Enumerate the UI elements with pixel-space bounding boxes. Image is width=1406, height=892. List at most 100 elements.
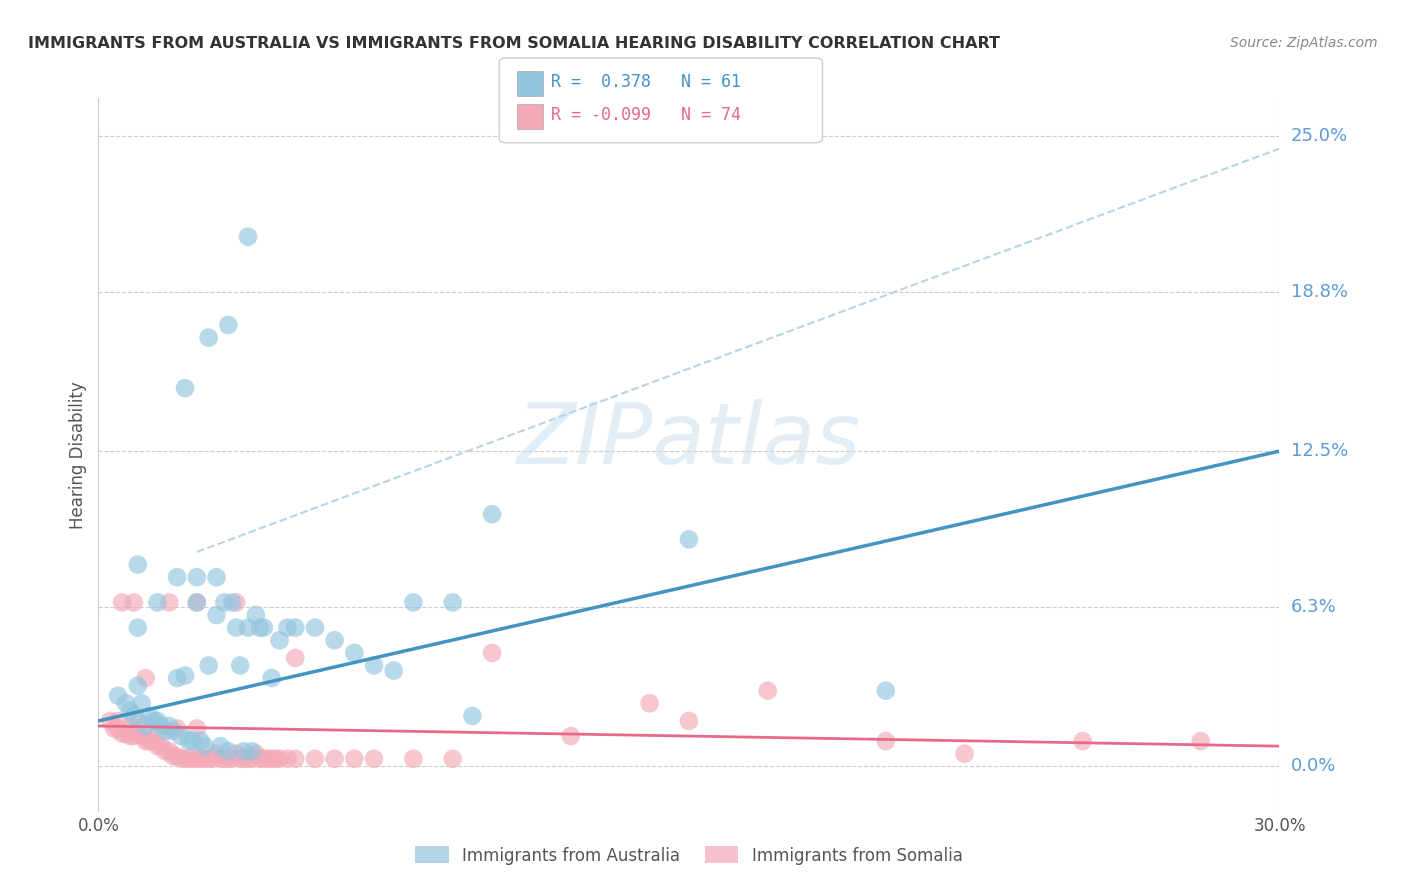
Point xyxy=(229,752,252,766)
Point xyxy=(115,726,138,740)
Point xyxy=(127,558,149,572)
Point xyxy=(240,752,263,766)
Point xyxy=(441,752,464,766)
Text: R = -0.099   N = 74: R = -0.099 N = 74 xyxy=(551,106,741,124)
Point xyxy=(1071,734,1094,748)
Point xyxy=(127,726,149,740)
Point xyxy=(221,752,243,766)
Point xyxy=(875,683,897,698)
Text: ZIPatlas: ZIPatlas xyxy=(517,399,860,483)
Point xyxy=(107,689,129,703)
Point xyxy=(678,533,700,547)
Point xyxy=(131,696,153,710)
Point xyxy=(269,752,291,766)
Point xyxy=(142,714,165,728)
Point xyxy=(122,595,145,609)
Point xyxy=(146,739,169,754)
Point xyxy=(284,752,307,766)
Point xyxy=(162,724,184,739)
Point xyxy=(205,747,228,761)
Point xyxy=(233,752,256,766)
Point xyxy=(166,570,188,584)
Point xyxy=(209,739,232,754)
Point xyxy=(118,722,141,736)
Text: 12.5%: 12.5% xyxy=(1291,442,1348,460)
Point xyxy=(177,752,200,766)
Point xyxy=(194,752,217,766)
Point xyxy=(217,318,239,332)
Legend: Immigrants from Australia, Immigrants from Somalia: Immigrants from Australia, Immigrants fr… xyxy=(409,839,969,871)
Point xyxy=(1189,734,1212,748)
Point xyxy=(461,709,484,723)
Point xyxy=(118,704,141,718)
Point xyxy=(217,744,239,758)
Point xyxy=(186,570,208,584)
Point xyxy=(260,752,283,766)
Point xyxy=(233,744,256,758)
Point xyxy=(197,752,219,766)
Point xyxy=(103,722,125,736)
Y-axis label: Hearing Disability: Hearing Disability xyxy=(69,381,87,529)
Point xyxy=(264,752,287,766)
Point xyxy=(253,621,276,635)
Point xyxy=(162,749,184,764)
Point xyxy=(269,633,291,648)
Point xyxy=(127,679,149,693)
Point xyxy=(343,752,366,766)
Text: Source: ZipAtlas.com: Source: ZipAtlas.com xyxy=(1230,36,1378,50)
Point xyxy=(157,719,180,733)
Point xyxy=(225,747,247,761)
Point xyxy=(174,668,197,682)
Point xyxy=(146,726,169,740)
Point xyxy=(225,621,247,635)
Point xyxy=(122,709,145,723)
Point xyxy=(253,752,276,766)
Point xyxy=(560,729,582,743)
Text: R =  0.378   N = 61: R = 0.378 N = 61 xyxy=(551,73,741,91)
Point xyxy=(146,595,169,609)
Point xyxy=(115,696,138,710)
Point xyxy=(260,671,283,685)
Point xyxy=(111,726,134,740)
Point xyxy=(236,229,259,244)
Point xyxy=(166,722,188,736)
Point xyxy=(343,646,366,660)
Point xyxy=(217,752,239,766)
Point xyxy=(118,729,141,743)
Text: 25.0%: 25.0% xyxy=(1291,127,1348,145)
Point xyxy=(756,683,779,698)
Point xyxy=(194,739,217,754)
Point xyxy=(98,714,121,728)
Point xyxy=(875,734,897,748)
Point xyxy=(135,671,157,685)
Point xyxy=(382,664,405,678)
Point xyxy=(256,752,278,766)
Point xyxy=(304,621,326,635)
Point xyxy=(236,621,259,635)
Point xyxy=(111,595,134,609)
Point xyxy=(142,734,165,748)
Point xyxy=(197,331,219,345)
Point xyxy=(150,719,173,733)
Point xyxy=(249,621,271,635)
Point xyxy=(181,752,204,766)
Point xyxy=(205,570,228,584)
Point xyxy=(638,696,661,710)
Point xyxy=(953,747,976,761)
Point xyxy=(150,739,173,754)
Point xyxy=(127,714,149,728)
Point xyxy=(225,595,247,609)
Text: 18.8%: 18.8% xyxy=(1291,284,1347,301)
Point xyxy=(197,658,219,673)
Point xyxy=(229,658,252,673)
Point xyxy=(166,671,188,685)
Point xyxy=(201,752,224,766)
Point xyxy=(174,381,197,395)
Point xyxy=(402,752,425,766)
Text: IMMIGRANTS FROM AUSTRALIA VS IMMIGRANTS FROM SOMALIA HEARING DISABILITY CORRELAT: IMMIGRANTS FROM AUSTRALIA VS IMMIGRANTS … xyxy=(28,36,1000,51)
Point xyxy=(304,752,326,766)
Point xyxy=(209,752,232,766)
Point xyxy=(481,646,503,660)
Point xyxy=(157,595,180,609)
Point xyxy=(170,729,193,743)
